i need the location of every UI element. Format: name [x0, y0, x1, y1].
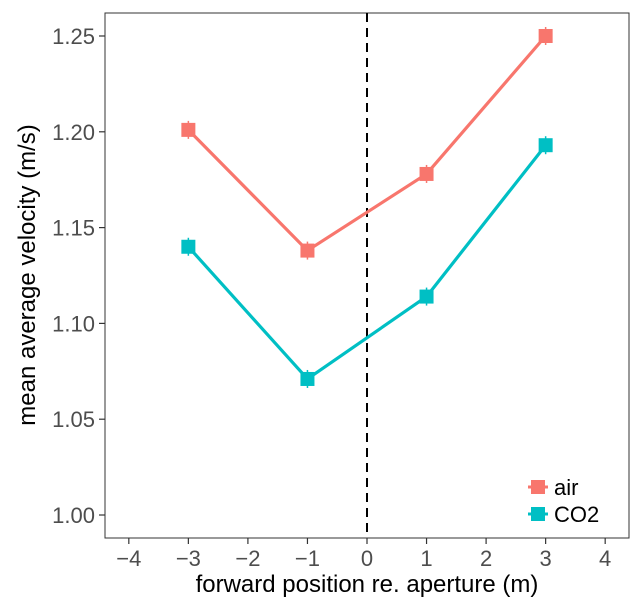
- x-axis-ticks: −4 −3 −2 −1 0 1 2 3 4: [116, 538, 611, 571]
- legend-label-co2: CO2: [554, 502, 599, 527]
- x-tick-label: 1: [420, 546, 432, 571]
- data-point-co2: [419, 289, 434, 304]
- series-line-air: [187, 34, 547, 253]
- y-tick-label: 1.25: [52, 24, 95, 49]
- data-point-air: [181, 122, 196, 137]
- x-tick-label: 3: [540, 546, 552, 571]
- data-point-co2: [538, 138, 553, 153]
- x-tick-label: 0: [361, 546, 373, 571]
- data-point-air: [300, 243, 315, 258]
- y-axis-title: mean average velocity (m/s): [14, 124, 41, 425]
- x-tick-label: 4: [599, 546, 611, 571]
- legend-label-air: air: [554, 475, 578, 500]
- series-layer: [181, 26, 553, 388]
- data-point-air: [419, 166, 434, 181]
- x-tick-label: 2: [480, 546, 492, 571]
- y-tick-label: 1.15: [52, 216, 95, 241]
- y-tick-label: 1.20: [52, 120, 95, 145]
- series-line-co2: [187, 144, 547, 381]
- x-axis-title: forward position re. aperture (m): [196, 571, 539, 597]
- y-tick-label: 1.10: [52, 311, 95, 336]
- data-point-co2: [181, 239, 196, 254]
- x-tick-label: −4: [116, 546, 141, 571]
- y-tick-label: 1.00: [52, 503, 95, 528]
- x-tick-label: −2: [235, 546, 260, 571]
- legend-key-air: [531, 480, 545, 494]
- x-tick-label: −1: [295, 546, 320, 571]
- x-tick-label: −3: [176, 546, 201, 571]
- data-point-co2: [300, 371, 315, 386]
- y-axis-ticks: 1.00 1.05 1.10 1.15 1.20 1.25: [52, 24, 105, 528]
- legend-key-co2: [531, 507, 545, 521]
- y-tick-label: 1.05: [52, 407, 95, 432]
- data-point-air: [538, 28, 553, 43]
